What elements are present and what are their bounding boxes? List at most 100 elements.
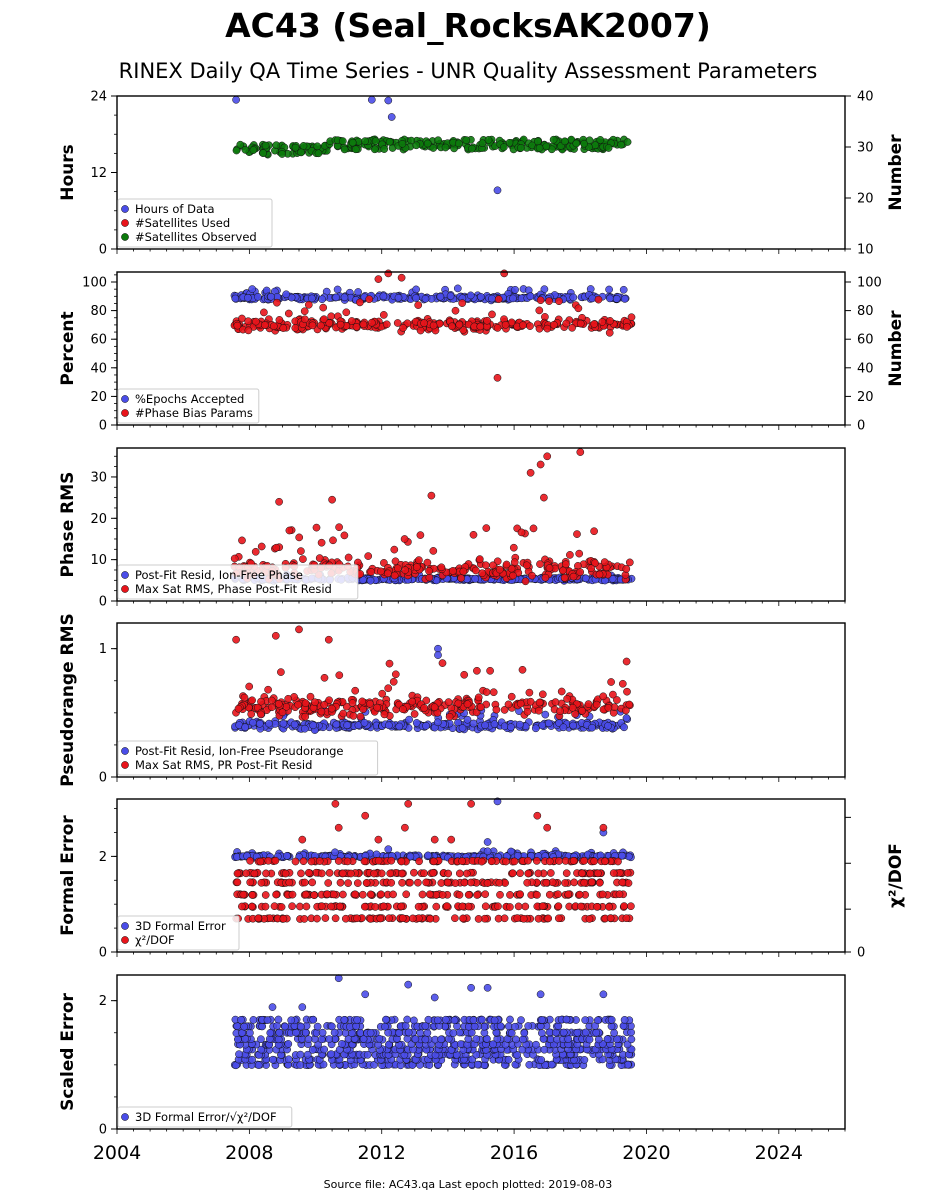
data-point — [513, 914, 522, 922]
data-point — [265, 719, 273, 728]
y-tick-label: 0 — [99, 419, 107, 434]
data-point — [315, 554, 324, 562]
data-point — [469, 530, 478, 539]
data-point — [543, 823, 552, 832]
data-point — [625, 700, 634, 709]
data-point — [468, 144, 476, 153]
data-point — [401, 823, 409, 832]
data-point — [516, 869, 524, 878]
data-point — [526, 292, 535, 301]
data-point — [339, 890, 347, 899]
data-point — [623, 869, 632, 877]
figure-title: AC43 (Seal_RocksAK2007) — [225, 6, 711, 45]
data-point — [244, 317, 253, 326]
data-point — [308, 321, 317, 330]
data-point — [260, 308, 268, 317]
series-2-points — [232, 799, 635, 923]
data-point — [623, 323, 631, 331]
data-point — [247, 710, 256, 718]
data-point — [525, 688, 534, 697]
data-point — [500, 143, 508, 151]
data-point — [249, 146, 258, 154]
data-point — [433, 1016, 442, 1025]
data-point — [493, 373, 502, 382]
data-point — [352, 322, 361, 331]
data-point — [254, 292, 262, 301]
data-point — [320, 700, 329, 709]
data-point — [252, 317, 260, 326]
data-point — [347, 869, 355, 878]
data-point — [364, 552, 373, 560]
data-point — [242, 869, 250, 878]
data-point — [605, 285, 613, 294]
data-point — [304, 300, 313, 309]
data-point — [361, 137, 369, 145]
data-point — [609, 869, 618, 877]
data-point — [460, 878, 469, 887]
data-point — [246, 1029, 254, 1037]
data-point — [298, 835, 307, 844]
data-point — [420, 869, 428, 878]
data-point — [372, 850, 381, 859]
data-point — [534, 869, 543, 878]
data-point — [622, 714, 631, 722]
data-point — [546, 869, 555, 877]
data-point — [588, 294, 597, 303]
data-point — [269, 322, 278, 331]
data-point — [307, 857, 316, 866]
data-point — [331, 914, 340, 923]
data-point — [291, 857, 300, 866]
data-point — [272, 543, 281, 552]
data-point — [234, 704, 243, 713]
data-point — [490, 1016, 499, 1025]
data-point — [506, 891, 514, 899]
data-point — [477, 857, 486, 866]
data-point — [538, 1016, 546, 1024]
data-point — [473, 1060, 482, 1069]
y-tick-label: 0 — [99, 771, 107, 786]
data-point — [264, 685, 272, 694]
data-point — [604, 704, 613, 712]
data-point — [366, 576, 375, 585]
data-point — [296, 1050, 305, 1059]
data-point — [588, 723, 596, 732]
data-point — [519, 1035, 527, 1044]
data-point — [389, 890, 397, 899]
data-point — [376, 914, 385, 923]
data-point — [456, 1040, 465, 1048]
data-point — [360, 902, 369, 911]
data-point — [618, 679, 627, 688]
series-1-points — [232, 95, 502, 195]
data-point — [535, 698, 544, 707]
data-point — [298, 1003, 307, 1011]
data-point — [317, 707, 326, 716]
data-point — [320, 1045, 329, 1054]
data-point — [390, 571, 399, 580]
data-point — [523, 878, 532, 887]
data-point — [361, 811, 370, 820]
data-point — [311, 698, 319, 707]
x-tick-label: 2016 — [490, 1142, 538, 1164]
data-point — [493, 186, 502, 195]
data-point — [387, 856, 396, 865]
data-point — [429, 869, 438, 877]
data-point — [338, 137, 347, 145]
data-point — [578, 706, 586, 715]
data-point — [623, 138, 632, 146]
data-point — [532, 857, 541, 865]
data-point — [534, 706, 543, 715]
data-point — [267, 696, 276, 705]
data-point — [533, 137, 542, 146]
legend-marker — [121, 571, 129, 579]
data-point — [562, 869, 571, 878]
data-point — [241, 145, 250, 154]
data-point — [366, 699, 374, 708]
data-point — [248, 1055, 256, 1064]
data-point — [390, 545, 399, 554]
data-point — [467, 799, 475, 808]
data-point — [291, 143, 300, 152]
data-point — [604, 144, 613, 152]
y-right-axis-label: Number — [886, 134, 906, 211]
data-point — [566, 551, 574, 559]
data-point — [406, 878, 414, 887]
